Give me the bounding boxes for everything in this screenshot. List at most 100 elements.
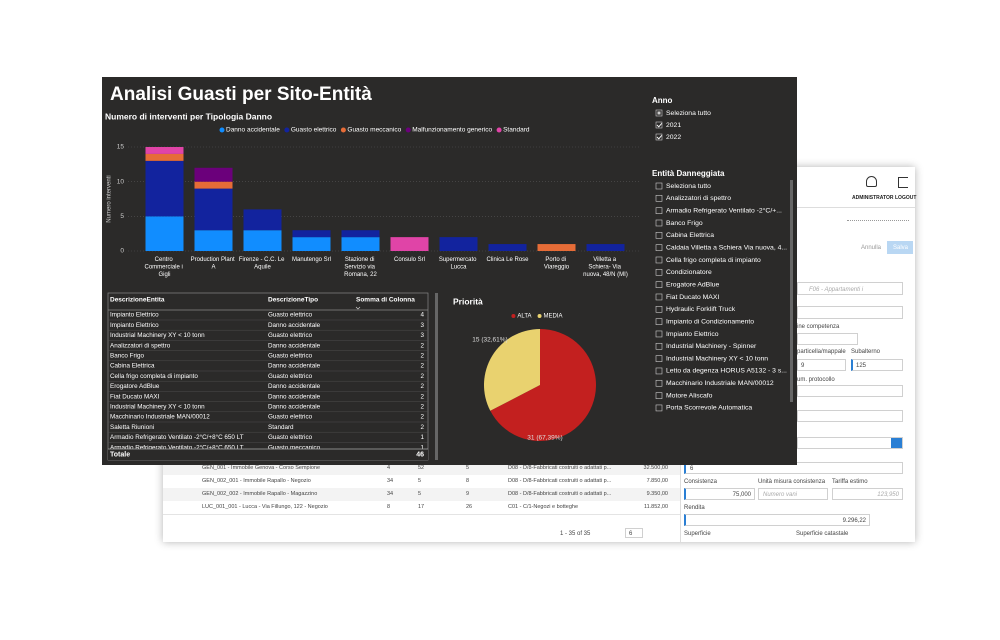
checkbox <box>655 219 663 227</box>
table-cell: 1 <box>420 434 424 441</box>
checkbox <box>655 207 663 214</box>
table-cell: Cabina Elettrica <box>110 363 155 370</box>
y-tick-label: 15 <box>117 144 125 151</box>
bar-segment <box>341 230 380 238</box>
slicer-item: Porta Scorrevole Automatica <box>666 405 752 412</box>
table-cell: 11.852,00 <box>643 504 668 510</box>
table-cell: Guasto elettrico <box>268 312 313 319</box>
slicer-item: Seleziona tutto <box>666 183 711 190</box>
input[interactable] <box>797 385 903 397</box>
save-button[interactable]: Salva <box>887 241 913 254</box>
user-icon[interactable] <box>866 176 877 187</box>
table-header: Somma di Colonna <box>356 297 415 304</box>
y-tick-label: 0 <box>120 248 124 255</box>
slicer-item: Cella frigo completa di impianto <box>666 257 761 264</box>
checkbox <box>655 305 663 313</box>
bar-segment <box>145 153 184 161</box>
slicer-scrollbar <box>790 180 793 402</box>
input[interactable]: 125 <box>851 359 903 371</box>
page-select[interactable]: 6 <box>625 528 643 538</box>
checkbox <box>655 318 663 325</box>
table-cell: Saletta Riunioni <box>110 424 154 431</box>
table-row: LUC_001_001 - Lucca - Via Fillungo, 122 … <box>163 501 680 515</box>
slicer-item: Seleziona tutto <box>666 110 711 117</box>
x-tick-label: Stazione di Servizio via Romana, 22 <box>344 257 377 278</box>
slicer-title: Anno <box>652 96 673 105</box>
table-cell: GEN_002_001 - Immobile Rapallo - Negozio <box>202 478 311 484</box>
table-cell: 32.500,00 <box>643 465 668 471</box>
table-cell: Guasto elettrico <box>268 373 313 380</box>
cancel-button[interactable]: Annulla <box>857 241 885 254</box>
bar-segment <box>243 209 282 231</box>
table-cell: Danno accidentale <box>268 383 321 390</box>
slicer-item: Impianto Elettrico <box>666 331 719 338</box>
legend-swatch <box>511 314 516 318</box>
date-input[interactable] <box>797 333 858 345</box>
table-cell: 3 <box>420 332 424 339</box>
slicer-item: Erogatore AdBlue <box>666 281 719 288</box>
sort-arrow <box>355 306 361 310</box>
table-cell: D08 - D/8-Fabbricati costruiti o adattat… <box>508 465 612 471</box>
input[interactable]: 9 <box>797 359 846 371</box>
table-header: DescrizioneEntita <box>110 297 165 304</box>
y-tick-label: 5 <box>120 213 124 220</box>
slicer-item: Analizzatori di spettro <box>666 195 731 202</box>
input[interactable] <box>797 410 903 422</box>
table-cell: 8 <box>387 504 391 510</box>
checkbox <box>655 121 663 129</box>
slicer-item: Hydraulic Forklift Truck <box>666 306 736 313</box>
table-cell: 5 <box>466 465 470 471</box>
x-tick-label: Consulo Srl <box>394 257 425 263</box>
form-divider <box>680 465 681 542</box>
table-cell: GEN_001 - Immobile Genova - Corso Sempio… <box>202 465 320 471</box>
table-cell: Cella frigo completa di impianto <box>110 373 198 380</box>
legend-label: Guasto meccanico <box>347 127 401 134</box>
select[interactable] <box>797 437 903 449</box>
logout-icon[interactable] <box>898 177 908 188</box>
slicer-item: Letto da degenza HORUS A5132 - 3 s... <box>666 368 787 375</box>
table-cell: 2 <box>420 403 424 410</box>
table-cell: D08 - D/8-Fabbricati costruiti o adattat… <box>508 478 612 484</box>
x-tick-label: Manutengo Srl <box>292 257 331 263</box>
table-cell: 3 <box>420 322 424 329</box>
input[interactable]: 123,950 <box>832 488 903 500</box>
table-cell: Industrial Machinery XY < 10 tonn <box>110 403 205 410</box>
input[interactable]: 9.296,22 <box>684 514 870 526</box>
legend-swatch <box>537 314 542 318</box>
bar-segment <box>194 167 233 182</box>
table-cell: Guasto elettrico <box>268 434 313 441</box>
input[interactable]: Numero vani <box>758 488 828 500</box>
save-label[interactable]: Salva <box>893 245 909 251</box>
table-cell: 34 <box>387 491 394 497</box>
logout-label[interactable]: LOGOUT <box>895 195 917 201</box>
bar-segment <box>292 237 331 251</box>
y-tick-label: 10 <box>117 178 125 185</box>
x-tick-label: Villetta a Schiera- Via nuova, 48/N (MI) <box>583 257 628 278</box>
pie-slice <box>490 329 597 442</box>
checkbox <box>655 109 663 117</box>
table-cell: 1 <box>420 444 424 451</box>
x-tick-label: Clinica Le Rose <box>486 257 529 263</box>
bar-segment <box>390 237 429 251</box>
checkbox <box>655 133 663 141</box>
select-button[interactable] <box>891 438 902 448</box>
bar-segment <box>488 244 527 251</box>
checkbox <box>655 379 663 387</box>
user-label[interactable]: ADMINISTRATOR <box>852 195 894 201</box>
select[interactable] <box>797 306 903 319</box>
checkmark <box>656 135 663 140</box>
bar-segment <box>194 188 233 231</box>
table-cell: Guasto elettrico <box>268 332 313 339</box>
input[interactable]: 75,000 <box>684 488 755 500</box>
chart-title: Numero di interventi per Tipologia Danno <box>105 111 272 121</box>
checkbox <box>655 355 663 362</box>
legend-label: Danno accidentale <box>226 127 280 134</box>
table-cell: Armadio Refrigerato Ventilato -2°C/+8°C … <box>110 443 244 451</box>
category-select[interactable]: F06 - Appartamenti i <box>797 282 903 295</box>
cancel-label[interactable]: Annulla <box>861 245 882 251</box>
table-cell: Armadio Refrigerato Ventilato -2°C/+8°C … <box>110 433 244 441</box>
pagination: 1 - 35 of 35 <box>560 531 591 537</box>
input-value: 75,000 <box>732 492 751 498</box>
legend-swatch <box>340 127 346 133</box>
